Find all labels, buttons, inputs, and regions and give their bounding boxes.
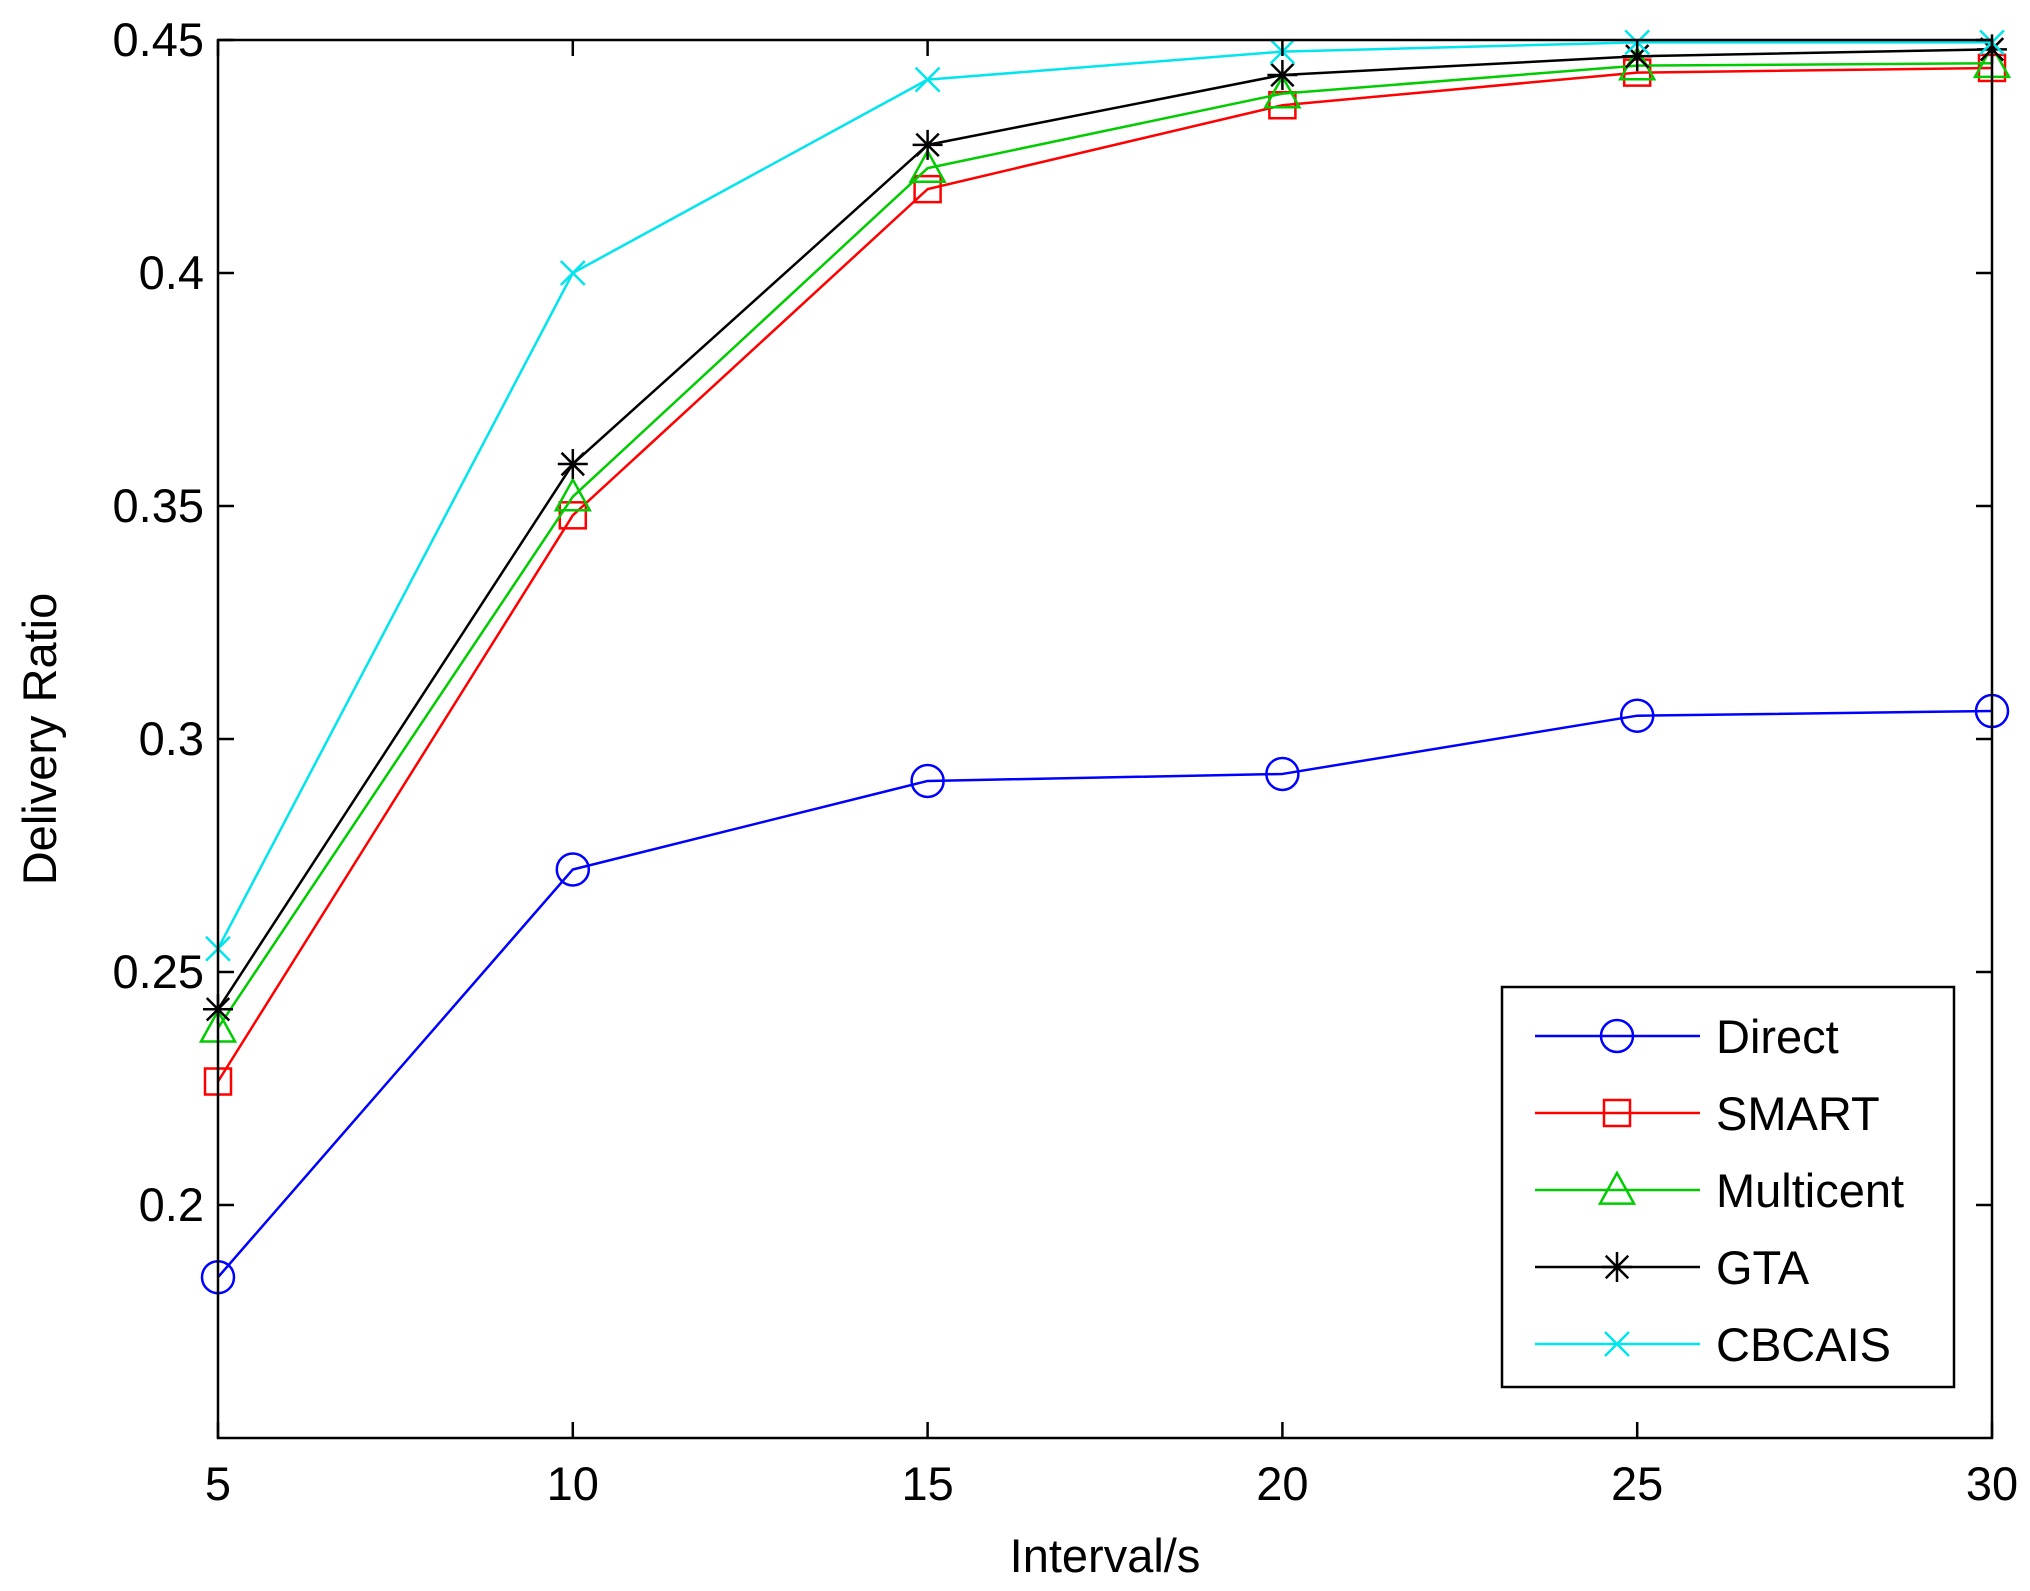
- data-point-direct: [1265, 756, 1300, 792]
- y-axis-label: Delivery Ratio: [13, 593, 66, 886]
- legend-label: Multicent: [1716, 1164, 1904, 1217]
- legend-marker-cbcais: [1604, 1331, 1630, 1357]
- legend-marker-gta: [1602, 1252, 1632, 1282]
- legend-label: SMART: [1716, 1087, 1880, 1140]
- data-point-gta: [912, 129, 943, 160]
- data-point-multicent: [553, 477, 592, 512]
- legend-label: GTA: [1716, 1241, 1810, 1294]
- legend-marker-smart: [1602, 1098, 1632, 1128]
- y-tick-label: 0.2: [139, 1178, 204, 1231]
- data-point-direct: [1619, 698, 1655, 733]
- x-tick-label: 5: [205, 1457, 231, 1510]
- data-point-gta: [1622, 41, 1653, 72]
- data-point-cbcais: [559, 260, 586, 286]
- data-point-multicent: [908, 148, 947, 183]
- x-tick-label: 25: [1611, 1457, 1663, 1510]
- x-tick-label: 15: [901, 1457, 953, 1510]
- y-tick-label: 0.3: [139, 712, 204, 765]
- series-line-gta: [216, 48, 1993, 1010]
- legend: Direct SMART Multicent GTA CBCAIS: [1500, 985, 1956, 1389]
- data-point-direct: [910, 763, 945, 799]
- data-point-smart: [913, 174, 942, 204]
- x-axis-label: Interval/s: [1010, 1529, 1201, 1582]
- legend-label: CBCAIS: [1716, 1318, 1891, 1371]
- series-layer: [198, 29, 2012, 1295]
- data-point-direct: [555, 852, 591, 887]
- legend-item-direct: Direct: [1535, 1010, 1839, 1063]
- data-point-gta: [557, 449, 588, 480]
- legend-item-multicent: Multicent: [1535, 1164, 1904, 1217]
- series-line-multicent: [216, 62, 1993, 1029]
- series-cbcais: [205, 29, 2005, 962]
- series-line-smart: [216, 66, 1993, 1083]
- y-tick-label: 0.35: [113, 479, 204, 532]
- data-point-multicent: [1263, 74, 1302, 109]
- y-tick-label: 0.25: [113, 945, 204, 998]
- data-point-gta: [1267, 59, 1298, 90]
- data-point-cbcais: [914, 66, 941, 93]
- series-gta: [203, 34, 2007, 1025]
- series-smart: [203, 53, 2007, 1096]
- legend-item-gta: GTA: [1535, 1241, 1810, 1294]
- x-tick-label: 30: [1966, 1457, 2018, 1510]
- series-multicent: [198, 43, 2012, 1043]
- x-tick-label: 20: [1256, 1457, 1308, 1510]
- series-line-cbcais: [216, 41, 1992, 950]
- y-tick-label: 0.45: [113, 13, 204, 66]
- legend-item-cbcais: CBCAIS: [1535, 1318, 1891, 1371]
- series-line-direct: [217, 709, 1993, 1279]
- legend-label: Direct: [1716, 1010, 1839, 1063]
- legend-marker-direct: [1599, 1018, 1635, 1054]
- y-tick-label: 0.4: [139, 246, 204, 299]
- legend-item-smart: SMART: [1535, 1087, 1880, 1140]
- legend-marker-multicent: [1597, 1170, 1637, 1205]
- axes-layer: 5 10 15 20 25 30 0.2 0.25 0.3 0.35 0.4 0.45: [113, 13, 2019, 1510]
- data-point-smart: [1268, 90, 1297, 120]
- legend-box: [1500, 985, 1956, 1389]
- x-tick-label: 10: [547, 1457, 599, 1510]
